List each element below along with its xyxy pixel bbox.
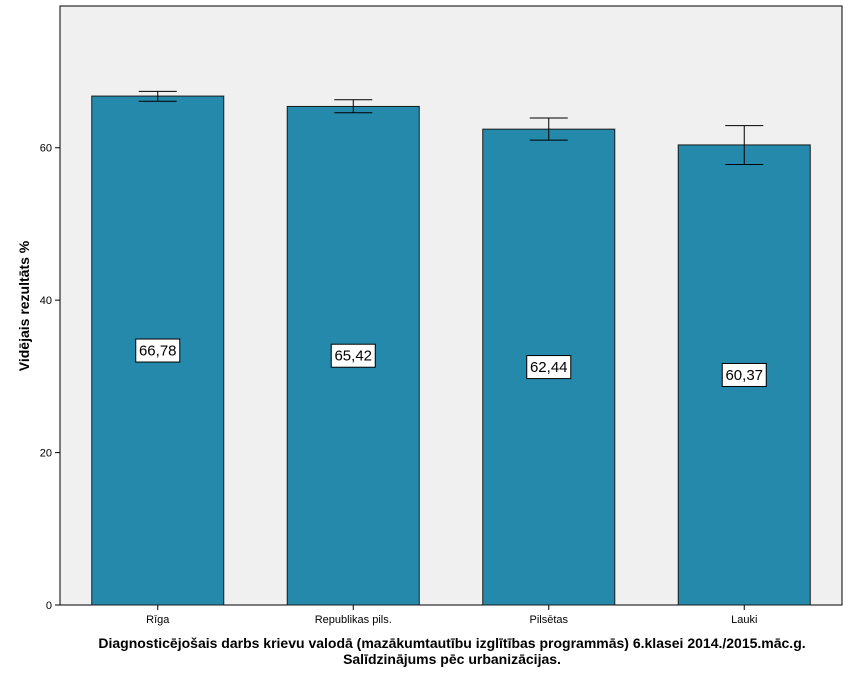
data-label-box-0 bbox=[135, 338, 181, 363]
y-tick-label-2: 40 bbox=[40, 295, 52, 307]
y-tick-label-3: 60 bbox=[40, 143, 52, 155]
x-axis-title-line-2: Salīdzinājums pēc urbanizācijas. bbox=[343, 651, 561, 667]
data-label-2: 62,44 bbox=[530, 359, 568, 376]
y-tick-label-0: 0 bbox=[46, 600, 52, 612]
x-tick-label-3: Lauki bbox=[731, 614, 757, 626]
data-label-1: 65,42 bbox=[334, 348, 372, 365]
axes-group: Rīga Republikas pils. Pilsētas Lauki 0 20 40 60 bbox=[40, 143, 758, 626]
data-label-box-3 bbox=[721, 362, 767, 387]
error-bars-group bbox=[138, 90, 764, 166]
data-label-box-2 bbox=[526, 355, 572, 380]
x-tick-label-0: Rīga bbox=[146, 614, 170, 626]
y-axis-label: Vidējais rezultāts % bbox=[16, 240, 32, 371]
x-tick-label-1: Republikas pils. bbox=[315, 614, 392, 626]
data-label-3: 60,37 bbox=[725, 367, 763, 384]
data-label-box-1 bbox=[330, 343, 376, 368]
y-tick-label-1: 20 bbox=[40, 448, 52, 460]
x-tick-label-2: Pilsētas bbox=[529, 614, 568, 626]
data-label-0: 66,78 bbox=[139, 343, 177, 360]
x-axis-title-line-1: Diagnosticējošais darbs krievu valodā (m… bbox=[98, 635, 805, 651]
data-labels-group: 66,78 65,42 62,44 60,37 bbox=[135, 338, 767, 387]
